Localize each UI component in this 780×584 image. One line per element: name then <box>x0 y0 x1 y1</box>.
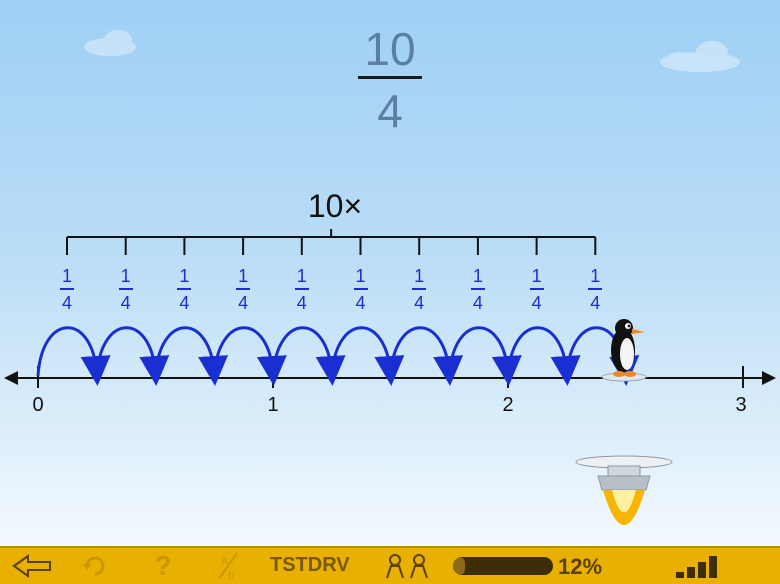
step-fraction-bar <box>236 288 251 290</box>
jump-arc <box>447 326 522 386</box>
jump-arc <box>212 326 287 386</box>
step-fraction-numerator: 1 <box>531 266 542 286</box>
grouping-bracket <box>66 229 597 255</box>
players-icon[interactable] <box>380 551 434 581</box>
back-arrow-icon[interactable] <box>10 551 54 581</box>
step-fraction-bar <box>588 288 603 290</box>
number-line-right-arrow-icon <box>762 371 776 385</box>
penguin-character[interactable] <box>601 319 647 382</box>
step-fraction-numerator: 1 <box>238 266 249 286</box>
cloud-right <box>660 41 740 72</box>
jump-arc <box>271 326 346 386</box>
cloud-left <box>84 30 136 56</box>
target-fraction-numerator: 10 <box>364 23 416 75</box>
jump-arc <box>95 326 170 386</box>
step-fraction-numerator: 1 <box>61 266 72 286</box>
step-fraction-denominator: 4 <box>120 293 131 313</box>
svg-text:a: a <box>221 553 228 567</box>
step-fraction-denominator: 4 <box>296 293 307 313</box>
target-fraction-denominator: 4 <box>377 85 403 137</box>
step-fraction-bar <box>529 288 544 290</box>
step-fraction-numerator: 1 <box>590 266 601 286</box>
rocket-platform <box>575 455 673 525</box>
tick-label-3: 3 <box>735 394 747 416</box>
step-fraction-bar <box>412 288 427 290</box>
jump-arc <box>389 326 464 386</box>
step-fraction-numerator: 1 <box>414 266 425 286</box>
scene-canvas <box>4 30 776 525</box>
step-fraction-bar <box>294 288 309 290</box>
jump-arc <box>154 326 229 386</box>
step-fraction-numerator: 1 <box>179 266 190 286</box>
target-fraction-bar <box>358 76 422 79</box>
jump-arc <box>506 326 581 386</box>
step-fraction-denominator: 4 <box>414 293 425 313</box>
jump-arcs <box>36 326 640 386</box>
progress-percent: 12% <box>558 554 603 579</box>
progress-bar <box>453 557 553 575</box>
tick-label-2: 2 <box>502 394 514 416</box>
step-fraction-bar <box>177 288 192 290</box>
step-fraction-numerator: 1 <box>472 266 483 286</box>
step-fraction-denominator: 4 <box>472 293 483 313</box>
refresh-icon[interactable] <box>80 551 110 581</box>
step-fraction-denominator: 4 <box>61 293 72 313</box>
step-fraction-denominator: 4 <box>238 293 249 313</box>
step-fraction-denominator: 4 <box>590 293 601 313</box>
signal-bars-icon <box>672 551 728 581</box>
step-fraction-bar <box>470 288 485 290</box>
multiplier-label: 10× <box>307 188 363 224</box>
step-fraction-denominator: 4 <box>355 293 366 313</box>
progress-fill <box>453 557 465 575</box>
tick-label-0: 0 <box>32 394 44 416</box>
tick-label-1: 1 <box>267 394 279 416</box>
test-code-label: TSTDRV <box>270 554 350 576</box>
step-fraction-numerator: 1 <box>355 266 366 286</box>
step-fraction-denominator: 4 <box>179 293 190 313</box>
step-fraction-numerator: 1 <box>120 266 131 286</box>
step-fraction-numerator: 1 <box>296 266 307 286</box>
help-icon[interactable]: ? <box>154 550 172 581</box>
jump-arc <box>330 326 405 386</box>
step-fraction-bar <box>353 288 368 290</box>
jump-arc <box>36 326 111 386</box>
number-line-left-arrow-icon <box>4 371 18 385</box>
step-fraction-denominator: 4 <box>531 293 542 313</box>
step-fraction-bar <box>60 288 74 290</box>
svg-text:b: b <box>228 568 235 581</box>
step-fraction-bar <box>118 288 133 290</box>
